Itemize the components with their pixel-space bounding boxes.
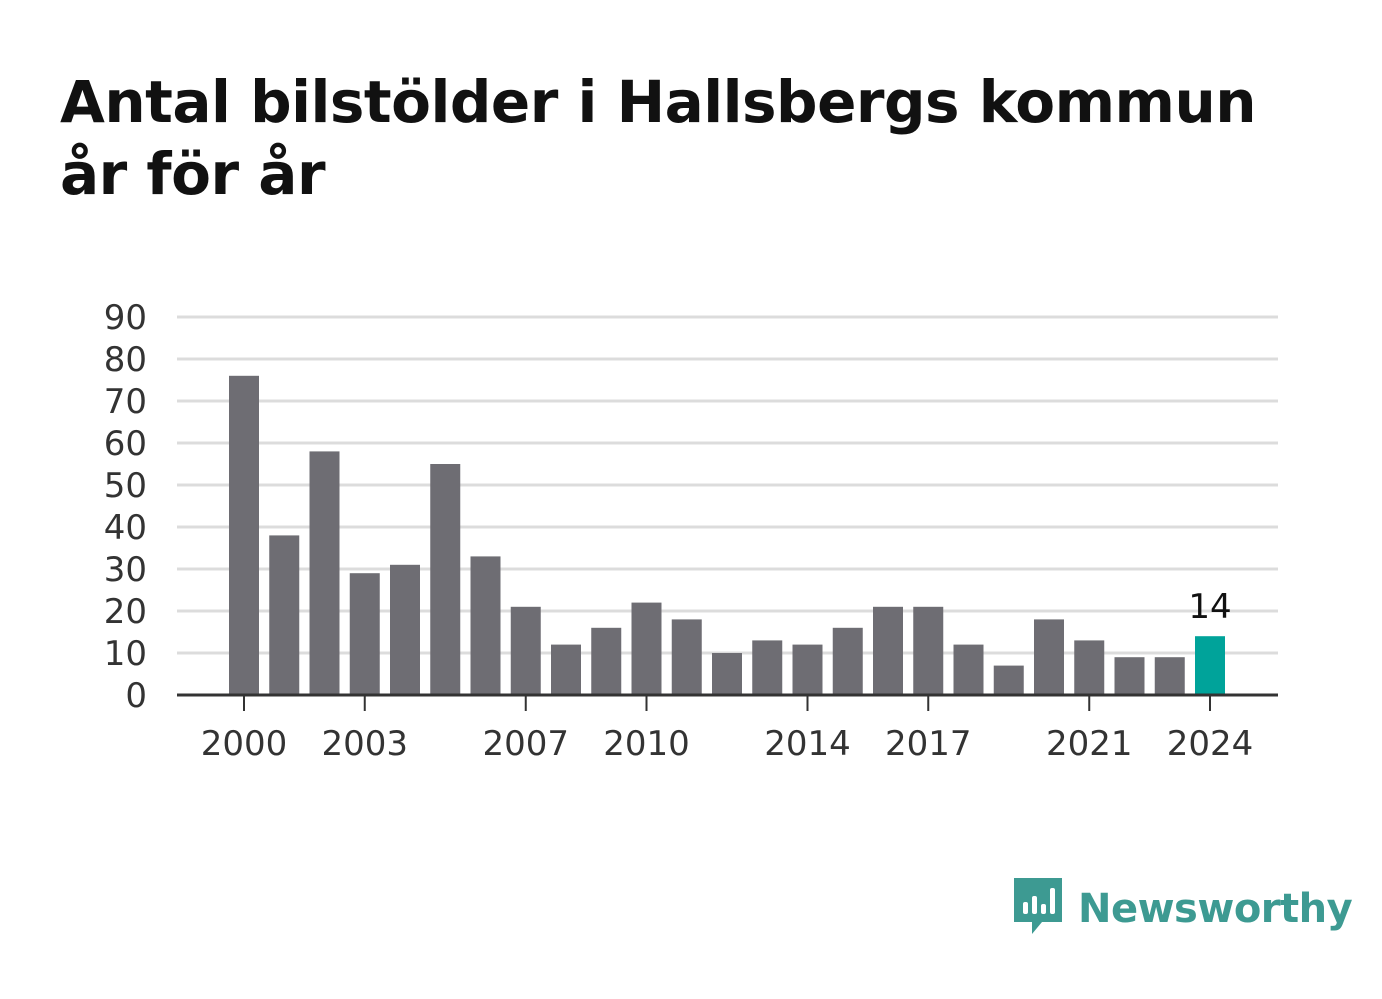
x-tick-label: 2024 — [1167, 724, 1254, 764]
bar-2017 — [913, 606, 944, 695]
y-tick-label: 30 — [104, 550, 147, 590]
bar-2007 — [510, 606, 541, 695]
y-tick-label: 50 — [104, 466, 147, 506]
brand-name: Newsworthy — [1078, 886, 1353, 932]
bar-chart-speech-bubble-icon — [1010, 876, 1066, 942]
bar-2024 — [1195, 636, 1225, 695]
bar-2019 — [993, 665, 1024, 695]
bar-2003 — [349, 573, 380, 695]
bar-2014 — [792, 644, 823, 695]
bar-2021 — [1074, 640, 1105, 695]
data-labels: 14 — [1188, 587, 1231, 627]
x-tick-label: 2007 — [482, 724, 569, 764]
x-tick-label: 2000 — [201, 724, 288, 764]
chart-title: Antal bilstölder i Hallsbergs kommun år … — [60, 68, 1257, 208]
bar-2020 — [1034, 619, 1064, 695]
bar-2002 — [309, 451, 340, 695]
x-tick-label: 2021 — [1046, 724, 1133, 764]
x-tick-label: 2014 — [764, 724, 851, 764]
bar-2011 — [671, 619, 702, 695]
y-tick-label: 80 — [104, 340, 147, 380]
bar-2000 — [229, 375, 259, 695]
y-tick-label: 70 — [104, 382, 147, 422]
bar-2018 — [953, 644, 984, 695]
data-label-2024: 14 — [1188, 587, 1231, 627]
gridlines — [177, 315, 1278, 655]
bar-2022 — [1114, 657, 1145, 695]
x-axis-ticks: 2000 2003 2007 2010 2014 2017 2021 2024 — [177, 693, 1278, 764]
bar-2010 — [631, 602, 662, 695]
bar-2023 — [1154, 657, 1185, 695]
bar-2005 — [430, 464, 461, 695]
bar-2008 — [551, 644, 581, 695]
y-tick-label: 40 — [104, 508, 147, 548]
bar-2009 — [591, 627, 622, 695]
y-tick-label: 10 — [104, 634, 147, 674]
y-tick-label: 20 — [104, 592, 147, 632]
bar-2012 — [712, 653, 742, 695]
newsworthy-logo: Newsworthy — [1010, 876, 1353, 942]
bar-2016 — [873, 606, 903, 695]
bars — [229, 375, 1225, 695]
y-tick-label: 90 — [104, 298, 147, 338]
bar-2015 — [832, 627, 863, 695]
bar-2006 — [470, 556, 501, 695]
x-tick-label: 2017 — [885, 724, 972, 764]
bar-2004 — [390, 564, 420, 695]
y-tick-label: 60 — [104, 424, 147, 464]
x-tick-label: 2003 — [321, 724, 408, 764]
bar-2001 — [269, 535, 300, 695]
y-tick-label: 0 — [125, 676, 147, 716]
bar-2013 — [752, 640, 783, 695]
x-tick-label: 2010 — [603, 724, 690, 764]
